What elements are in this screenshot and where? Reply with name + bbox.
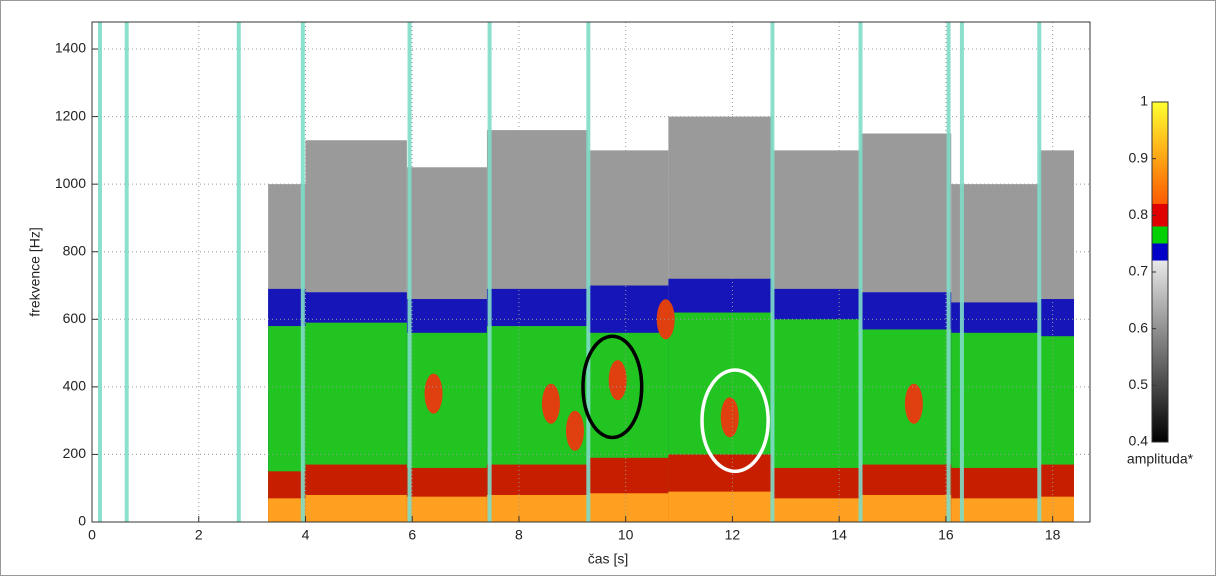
- x-axis-label: čas [s]: [588, 551, 628, 567]
- x-tick-label: 12: [725, 527, 741, 543]
- hot-spot: [656, 299, 675, 340]
- spectrogram-region: [860, 494, 952, 522]
- x-tick-label: 2: [195, 527, 203, 543]
- spectrogram-region: [305, 494, 407, 522]
- y-tick-label: 1200: [55, 107, 86, 123]
- spectrogram-region: [406, 496, 487, 522]
- colorbar-tick-label: 0.8: [1129, 206, 1149, 222]
- y-tick-label: 1400: [55, 40, 86, 56]
- spectrogram-region: [268, 498, 306, 522]
- hot-spot: [565, 410, 584, 451]
- spectrogram-region: [486, 494, 589, 522]
- spectrogram-region: [772, 498, 861, 522]
- x-tick-label: 4: [302, 527, 310, 543]
- colorbar-tick-label: 0.6: [1129, 319, 1149, 335]
- y-axis-label: frekvence [Hz]: [27, 227, 43, 316]
- highlight-ellipse: [581, 334, 644, 440]
- hot-spot: [608, 360, 627, 401]
- y-tick-label: 800: [63, 242, 87, 258]
- spectrogram-region: [951, 498, 1040, 522]
- x-tick-label: 18: [1045, 527, 1061, 543]
- y-tick-label: 1000: [55, 175, 86, 191]
- colorbar-tick-label: 0.9: [1129, 149, 1149, 165]
- hot-spot: [904, 383, 923, 424]
- colorbar-tick-label: 0.4: [1129, 433, 1149, 449]
- colorbar-tick-label: 1: [1140, 93, 1148, 109]
- y-tick-label: 400: [63, 378, 87, 394]
- spectrogram-region: [588, 493, 669, 522]
- spectrogram-region: [1039, 496, 1074, 522]
- hot-spot: [720, 397, 739, 438]
- x-tick-label: 10: [618, 527, 634, 543]
- colorbar-tick-label: 0.5: [1129, 376, 1149, 392]
- x-tick-label: 8: [515, 527, 523, 543]
- spectrogram-region: [668, 491, 773, 522]
- x-tick-label: 0: [88, 527, 96, 543]
- y-tick-label: 0: [78, 513, 86, 529]
- hot-spot: [541, 383, 560, 424]
- y-tick-label: 200: [63, 445, 87, 461]
- plot-border: [91, 21, 1091, 523]
- highlight-ellipse: [700, 368, 770, 474]
- y-tick-label: 600: [63, 310, 87, 326]
- hot-spot: [424, 373, 443, 414]
- x-tick-label: 14: [831, 527, 847, 543]
- colorbar-label: amplituda*: [1127, 451, 1194, 467]
- x-tick-label: 16: [938, 527, 954, 543]
- colorbar-tick-label: 0.7: [1129, 263, 1149, 279]
- x-tick-label: 6: [408, 527, 416, 543]
